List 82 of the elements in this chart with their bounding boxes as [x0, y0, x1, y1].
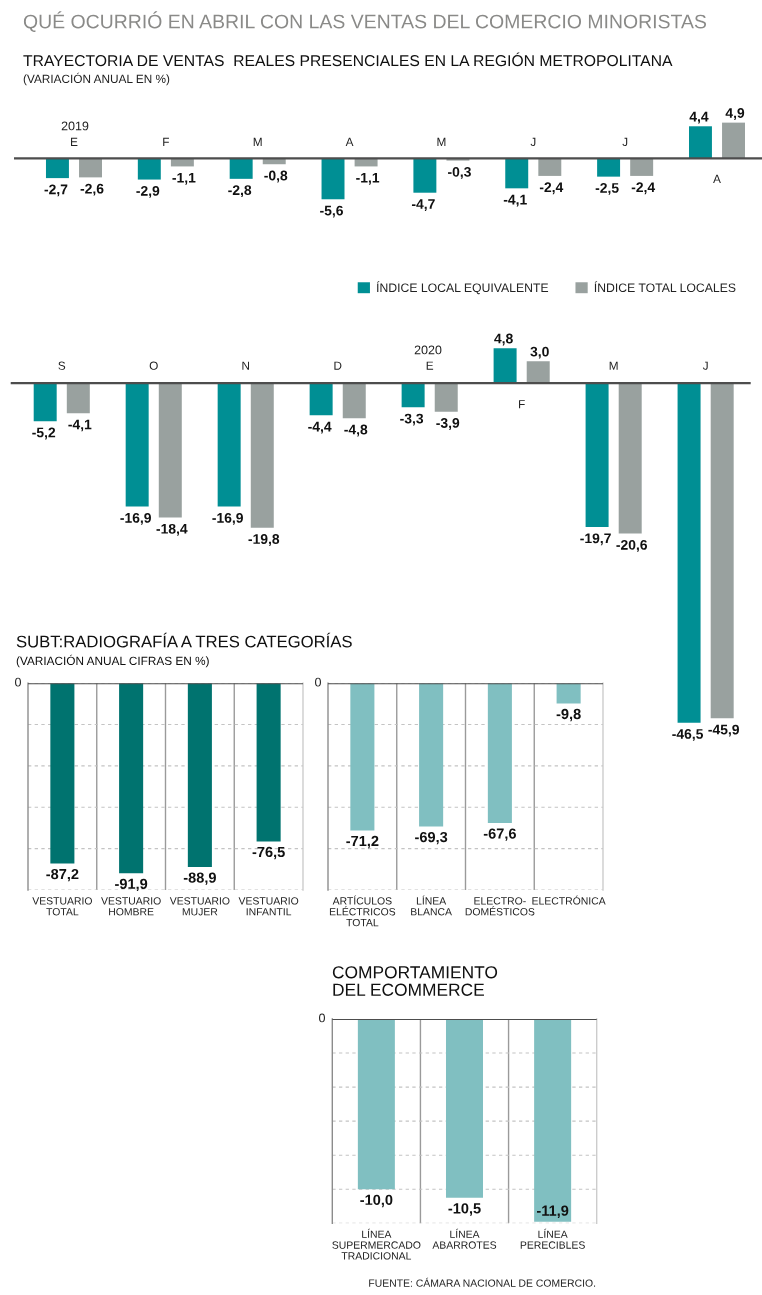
x-tick-label: N: [242, 361, 250, 370]
text: (VARIACIÓN ANUAL EN %): [23, 72, 170, 86]
x-tick-label: VESTUARIO INFANTIL: [238, 897, 299, 916]
x-tick-label: M: [609, 361, 618, 370]
x-tick-label: LÍNEA PERECIBLES: [520, 1228, 585, 1249]
annotation: 2019: [61, 121, 89, 131]
data-label: -5,6: [320, 205, 343, 218]
data-label: 3,0: [530, 346, 549, 359]
data-label: -1,1: [356, 172, 380, 185]
data-label: -4,1: [68, 419, 92, 432]
x-tick-label: LÍNEA BLANCA: [411, 895, 452, 916]
data-label: -2,8: [228, 185, 252, 198]
data-label: -2,4: [631, 182, 656, 195]
data-label: -5,2: [32, 427, 56, 440]
x-tick-label: LÍNEA ABARROTES: [432, 1228, 497, 1249]
data-label: -45,9: [708, 724, 739, 737]
x-tick-label: D: [334, 361, 342, 370]
data-label: -16,9: [212, 512, 243, 525]
data-label: -18,4: [156, 523, 188, 536]
data-label: 4,4: [689, 111, 709, 124]
data-label: -19,8: [248, 534, 280, 546]
source-note: FUENTE: CÁMARA NACIONAL DE COMERCIO.: [369, 1277, 596, 1287]
x-tick-label: A: [713, 174, 721, 183]
data-label: -76,5: [252, 846, 285, 860]
x-tick-label: VESTUARIO HOMBRE: [101, 897, 161, 916]
data-label: -69,3: [415, 831, 448, 845]
data-label: -2,9: [136, 185, 160, 198]
x-tick-label: ARTÍCULOS ELÉCTRICOS TOTAL: [329, 895, 396, 927]
data-label: -2,4: [539, 182, 564, 195]
x-tick-label: LÍNEA SUPERMERCADO TRADICIONAL: [332, 1228, 421, 1260]
data-label: 4,9: [725, 108, 745, 120]
x-tick-label: E: [71, 137, 78, 146]
data-label: -4,7: [411, 199, 435, 211]
data-label: -2,7: [44, 184, 68, 197]
data-label: -88,9: [183, 872, 216, 885]
x-tick-label: M: [253, 137, 262, 146]
x-tick-label: E: [426, 361, 434, 370]
chart-subtitle: (VARIACIÓN ANUAL CIFRAS EN %): [16, 654, 209, 668]
data-label: -3,9: [436, 418, 460, 430]
data-label: -4,8: [344, 424, 368, 437]
data-label: -71,2: [346, 835, 379, 849]
chart-title: SUBT:RADIOGRAFÍA A TRES CATEGORÍAS: [16, 632, 352, 648]
x-tick-label: F: [519, 400, 525, 409]
x-tick-label: J: [702, 361, 708, 370]
chart-title: QUÉ OCURRIÓ EN ABRIL CON LAS VENTAS DEL COMERCIO MINORISTAS: [23, 11, 707, 32]
data-label: -2,5: [595, 183, 619, 195]
data-label: -67,6: [483, 828, 516, 841]
data-label: -87,2: [46, 868, 79, 882]
data-label: -16,9: [120, 512, 151, 525]
chart-subtitle: TRAYECTORIA DE VENTAS REALES PRESENCIALES EN LA REGIÓN METROPOLITANA: [23, 52, 673, 67]
data-label: -3,3: [400, 413, 424, 426]
data-label: -4,1: [503, 194, 527, 207]
data-label: -20,6: [616, 539, 648, 552]
x-tick-label: O: [149, 361, 158, 370]
legend-label: ÍNDICE LOCAL EQUIVALENTE: [376, 281, 549, 295]
data-label: -1,1: [172, 172, 196, 185]
x-tick-label: VESTUARIO TOTAL: [32, 897, 92, 916]
data-label: -10,5: [448, 1203, 481, 1216]
x-tick-label: J: [622, 137, 628, 147]
data-label: -9,8: [556, 708, 581, 722]
x-tick-label: S: [58, 361, 66, 370]
data-label: -11,9: [536, 1205, 569, 1218]
data-label: -4,4: [308, 421, 332, 434]
data-label: -46,5: [672, 729, 704, 741]
data-label: 4,8: [494, 333, 513, 346]
legend-label: ÍNDICE TOTAL LOCALES: [594, 281, 736, 293]
data-label: -10,0: [360, 1194, 393, 1208]
data-label: -0,8: [264, 170, 288, 183]
x-tick-label: VESTUARIO MUJER: [169, 897, 230, 916]
data-label: -0,3: [448, 166, 471, 179]
x-tick-label: F: [163, 137, 169, 146]
data-label: -2,6: [80, 183, 104, 196]
data-label: -91,9: [115, 878, 148, 892]
annotation: 0: [15, 677, 21, 687]
text: 0: [319, 1013, 325, 1023]
x-tick-label: J: [530, 137, 536, 147]
chart-title: COMPORTAMIENTO DEL ECOMMERCE: [332, 966, 498, 996]
x-tick-label: A: [345, 137, 354, 146]
x-tick-label: M: [437, 137, 446, 146]
annotation: 0: [315, 677, 321, 687]
data-label: -19,7: [580, 533, 611, 546]
annotation: 2020: [414, 345, 442, 355]
